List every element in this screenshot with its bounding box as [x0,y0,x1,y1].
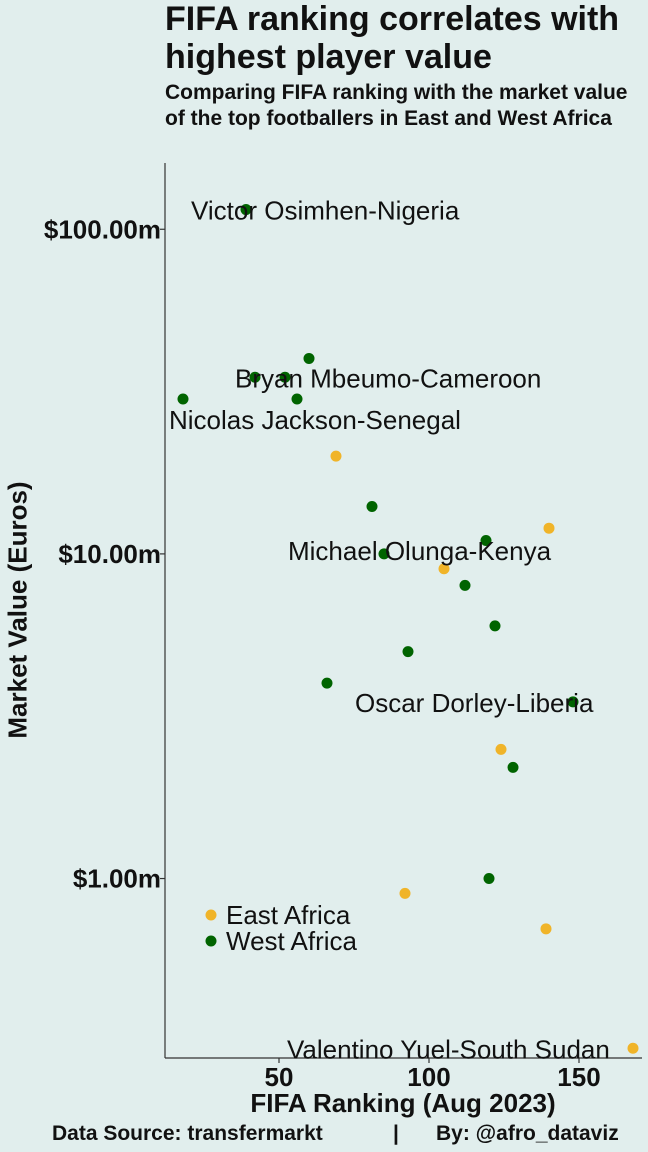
data-point [483,873,495,885]
legend-label: West Africa [226,926,358,956]
data-point [249,371,261,383]
data-point [366,500,378,512]
data-point [540,923,552,935]
data-points [177,204,639,1054]
data-point [495,743,507,755]
data-point [303,352,315,364]
axes: $1.00m $10.00m $100.00m 50 100 150 [44,163,642,1092]
y-tick-label: $1.00m [73,864,161,894]
data-point [177,393,189,405]
x-tick-label: 150 [557,1062,600,1092]
author-credit: By: @afro_dataviz [436,1122,619,1145]
legend-key [205,909,217,921]
legend-label: East Africa [226,900,351,930]
data-point [507,761,519,773]
data-point [291,393,303,405]
x-tick-label: 50 [265,1062,294,1092]
legend-key [205,935,217,947]
data-point [279,371,291,383]
data-point [402,646,414,658]
data-point [330,450,342,462]
data-point [543,522,555,534]
data-point [240,204,252,216]
data-point [378,548,390,560]
x-tick-label: 100 [407,1062,450,1092]
data-point [321,677,333,689]
y-tick-label: $10.00m [58,539,161,569]
player-label: Nicolas Jackson-Senegal [169,405,461,435]
player-label: Oscar Dorley-Liberia [355,688,594,718]
data-point [567,696,579,708]
player-label: Victor Osimhen-Nigeria [191,196,460,226]
footer-separator: | [393,1122,399,1145]
player-label: Michael Olunga-Kenya [288,536,552,566]
data-point [480,534,492,546]
data-point [438,563,450,575]
point-labels: Victor Osimhen-Nigeria Bryan Mbeumo-Camer… [169,196,610,1065]
x-axis-title: FIFA Ranking (Aug 2023) [250,1088,556,1118]
chart-subtitle: Comparing FIFA ranking with the market v… [165,81,628,130]
data-point [627,1042,639,1054]
chart-title: FIFA ranking correlates with highest pla… [165,0,620,76]
player-label: Valentino Yuel-South Sudan [287,1034,610,1064]
player-label: Bryan Mbeumo-Cameroon [235,363,541,393]
data-point [489,620,501,632]
data-point [459,579,471,591]
data-source: Data Source: transfermarkt [52,1122,323,1145]
y-tick-label: $100.00m [44,214,161,244]
data-point [399,887,411,899]
y-axis-title: Market Value (Euros) [2,481,33,739]
